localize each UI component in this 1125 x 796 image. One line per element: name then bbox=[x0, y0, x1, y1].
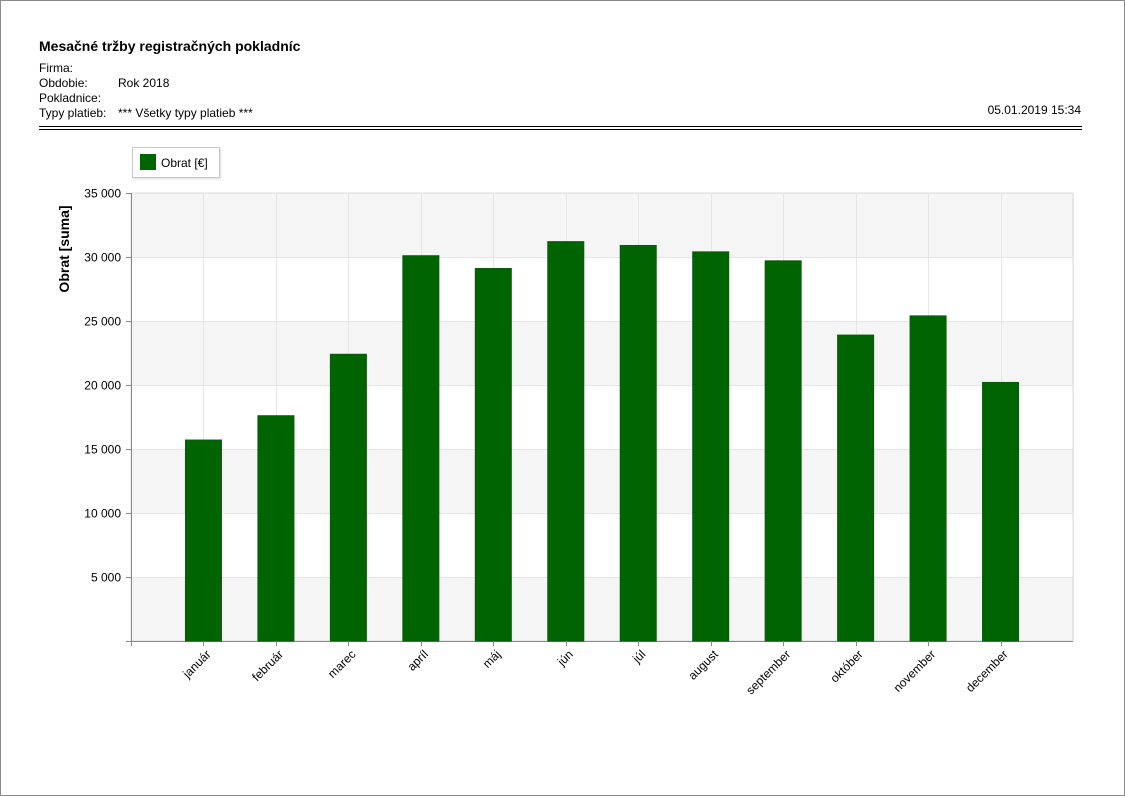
x-tick-label: december bbox=[963, 647, 1011, 695]
plot-band bbox=[131, 193, 1073, 257]
header-divider bbox=[39, 129, 1082, 130]
meta-label: Typy platieb: bbox=[39, 106, 107, 120]
x-tick-label: máj bbox=[480, 647, 504, 671]
legend-swatch bbox=[140, 154, 156, 170]
y-tick-label: 35 000 bbox=[84, 187, 121, 201]
y-tick-label: 20 000 bbox=[84, 379, 121, 393]
meta-label: Obdobie: bbox=[39, 76, 88, 90]
y-tick-label: 10 000 bbox=[84, 507, 121, 521]
y-axis-title: Obrat [suma] bbox=[56, 205, 72, 292]
bar bbox=[547, 241, 585, 642]
bar bbox=[982, 381, 1020, 642]
x-tick-label: august bbox=[685, 647, 721, 683]
bar bbox=[329, 353, 367, 642]
x-tick-label: september bbox=[743, 647, 793, 697]
y-tick-label: 25 000 bbox=[84, 315, 121, 329]
x-tick-label: január bbox=[179, 647, 213, 681]
x-tick-label: február bbox=[249, 647, 286, 684]
x-tick-label: júl bbox=[629, 647, 648, 666]
x-tick-label: jún bbox=[554, 647, 576, 669]
chart-legend: Obrat [€] bbox=[132, 147, 220, 178]
legend-label: Obrat [€] bbox=[161, 156, 208, 170]
meta-value: Rok 2018 bbox=[118, 76, 170, 90]
x-tick-label: marec bbox=[325, 647, 358, 680]
meta-label: Firma: bbox=[39, 61, 73, 75]
bar bbox=[692, 251, 730, 642]
bar bbox=[474, 268, 512, 642]
bar bbox=[837, 334, 875, 642]
meta-label: Pokladnice: bbox=[39, 91, 102, 105]
meta-value: *** Všetky typy platieb *** bbox=[118, 106, 253, 120]
x-tick-label: november bbox=[891, 647, 939, 695]
report-timestamp: 05.01.2019 15:34 bbox=[987, 103, 1081, 117]
bar bbox=[402, 255, 440, 642]
header-divider bbox=[39, 126, 1082, 127]
bar bbox=[909, 315, 947, 642]
x-tick-label: apríl bbox=[405, 647, 431, 673]
bar bbox=[257, 415, 295, 642]
y-tick-label: 5 000 bbox=[91, 571, 121, 585]
x-tick-label: október bbox=[828, 647, 866, 685]
report-title: Mesačné tržby registračných pokladníc bbox=[39, 38, 301, 54]
y-tick-label: 15 000 bbox=[84, 443, 121, 457]
y-tick-label: 30 000 bbox=[84, 251, 121, 265]
bar bbox=[764, 260, 802, 642]
bar bbox=[184, 439, 222, 642]
bar bbox=[619, 244, 657, 642]
